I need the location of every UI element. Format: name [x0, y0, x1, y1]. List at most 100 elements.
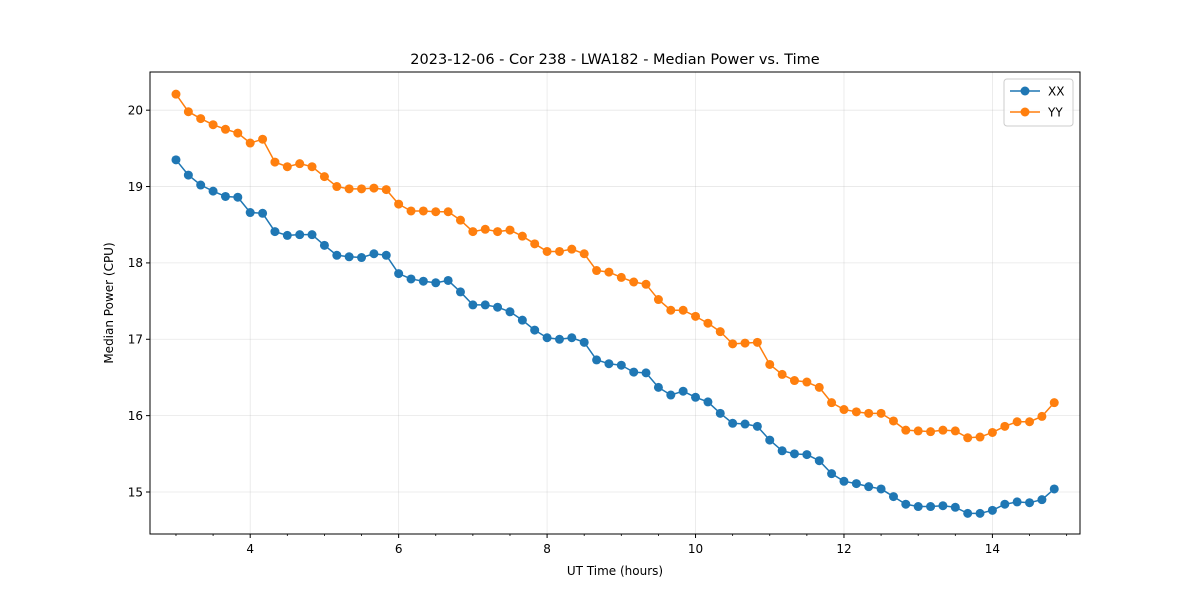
- series-xx: [171, 155, 1059, 518]
- data-point-yy: [938, 425, 948, 435]
- data-point-xx: [233, 192, 243, 202]
- data-point-yy: [888, 416, 898, 426]
- data-point-yy: [1049, 398, 1059, 408]
- legend-yy-marker: [1020, 107, 1030, 117]
- x-axis: 4 6 8 10 12 14: [175, 534, 1068, 556]
- data-point-xx: [691, 392, 701, 402]
- data-point-xx: [443, 275, 453, 285]
- data-point-yy: [196, 114, 206, 124]
- data-point-yy: [245, 138, 255, 148]
- data-point-xx: [406, 274, 416, 284]
- data-point-yy: [208, 120, 218, 130]
- data-point-xx: [369, 249, 379, 259]
- data-point-yy: [319, 172, 329, 182]
- data-point-xx: [282, 230, 292, 240]
- data-point-yy: [418, 206, 428, 216]
- y-axis: 15 16 17 18 19 20: [128, 103, 150, 499]
- data-point-xx: [802, 450, 812, 460]
- data-point-yy: [505, 225, 515, 235]
- data-point-xx: [715, 408, 725, 418]
- data-point-yy: [851, 407, 861, 417]
- data-point-yy: [987, 427, 997, 437]
- data-point-yy: [233, 128, 243, 138]
- data-point-xx: [703, 397, 713, 407]
- x-tick-label: 6: [395, 542, 403, 556]
- data-point-yy: [1037, 411, 1047, 421]
- data-point-xx: [505, 307, 515, 317]
- y-tick-label: 18: [128, 256, 143, 270]
- data-point-yy: [369, 183, 379, 193]
- data-point-xx: [493, 302, 503, 312]
- data-point-xx: [579, 337, 589, 347]
- data-point-xx: [765, 435, 775, 445]
- data-point-xx: [728, 418, 738, 428]
- data-point-xx: [641, 368, 651, 378]
- data-point-yy: [431, 207, 441, 217]
- data-point-xx: [171, 155, 181, 165]
- data-point-yy: [975, 432, 985, 442]
- data-point-xx: [567, 333, 577, 343]
- x-tick-label: 8: [543, 542, 551, 556]
- data-point-xx: [740, 419, 750, 429]
- data-point-xx: [1049, 484, 1059, 494]
- data-point-xx: [926, 502, 936, 512]
- data-point-xx: [963, 508, 973, 518]
- data-point-yy: [728, 339, 738, 349]
- data-point-xx: [789, 449, 799, 459]
- data-point-yy: [344, 184, 354, 194]
- data-point-xx: [864, 482, 874, 492]
- data-point-xx: [208, 186, 218, 196]
- data-point-xx: [1000, 499, 1010, 509]
- data-point-xx: [357, 253, 367, 263]
- data-point-yy: [220, 124, 230, 134]
- data-point-yy: [455, 215, 465, 225]
- plot-frame: [149, 71, 1081, 535]
- data-point-xx: [913, 502, 923, 512]
- data-point-yy: [839, 405, 849, 415]
- data-point-xx: [455, 287, 465, 297]
- data-point-xx: [394, 269, 404, 279]
- legend-xx-marker: [1020, 86, 1030, 96]
- data-point-yy: [579, 249, 589, 259]
- data-point-xx: [888, 492, 898, 502]
- data-point-xx: [530, 325, 540, 335]
- data-point-xx: [431, 278, 441, 288]
- data-point-yy: [468, 227, 478, 237]
- data-point-yy: [691, 311, 701, 321]
- data-point-yy: [876, 408, 886, 418]
- data-point-yy: [394, 199, 404, 209]
- data-point-xx: [554, 334, 564, 344]
- data-point-yy: [307, 162, 317, 172]
- data-point-xx: [592, 355, 602, 365]
- data-point-yy: [1000, 421, 1010, 431]
- data-point-xx: [752, 421, 762, 431]
- series-yy: [171, 89, 1059, 443]
- data-point-xx: [196, 180, 206, 190]
- data-point-yy: [629, 277, 639, 287]
- data-point-xx: [468, 300, 478, 310]
- data-point-yy: [901, 425, 911, 435]
- data-point-yy: [926, 427, 936, 437]
- data-point-xx: [1037, 495, 1047, 505]
- data-point-yy: [963, 433, 973, 443]
- x-tick-label: 12: [836, 542, 851, 556]
- data-point-xx: [418, 276, 428, 286]
- y-tick-label: 20: [128, 103, 143, 117]
- data-point-yy: [789, 376, 799, 386]
- data-point-yy: [270, 157, 280, 167]
- data-point-yy: [740, 338, 750, 348]
- data-point-yy: [381, 185, 391, 195]
- y-tick-label: 16: [128, 409, 143, 423]
- data-point-yy: [183, 107, 193, 117]
- data-point-xx: [480, 300, 490, 310]
- data-point-yy: [814, 382, 824, 392]
- data-point-xx: [938, 501, 948, 511]
- data-point-yy: [542, 246, 552, 256]
- data-point-yy: [592, 266, 602, 276]
- data-point-xx: [814, 456, 824, 466]
- y-tick-label: 17: [128, 333, 143, 347]
- data-point-xx: [616, 360, 626, 370]
- data-point-xx: [1012, 497, 1022, 507]
- plot-series: [171, 89, 1059, 518]
